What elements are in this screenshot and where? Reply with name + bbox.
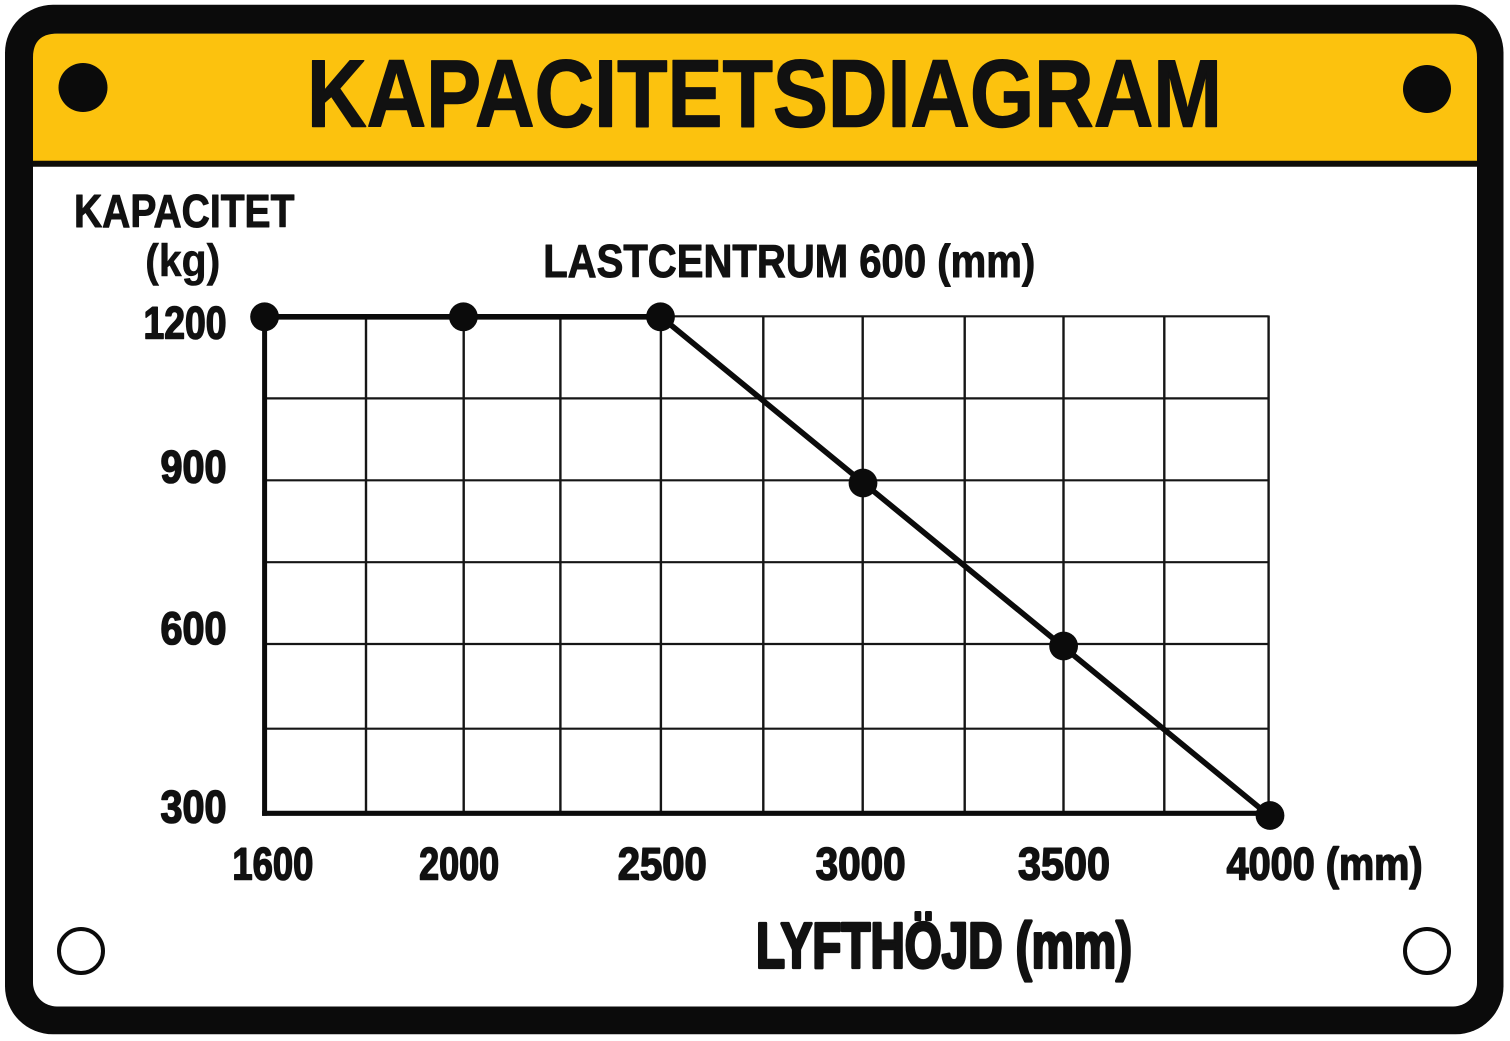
svg-text:KAPACITET: KAPACITET bbox=[74, 185, 295, 237]
svg-text:KAPACITETSDIAGRAM: KAPACITETSDIAGRAM bbox=[307, 41, 1222, 148]
svg-text:2000: 2000 bbox=[419, 839, 499, 890]
svg-text:300: 300 bbox=[161, 781, 227, 832]
svg-text:LYFTHÖJD (mm): LYFTHÖJD (mm) bbox=[756, 910, 1132, 982]
svg-text:900: 900 bbox=[161, 441, 227, 492]
svg-text:600: 600 bbox=[161, 603, 227, 654]
svg-text:3000: 3000 bbox=[816, 839, 906, 890]
svg-text:1600: 1600 bbox=[232, 839, 313, 890]
svg-text:3500: 3500 bbox=[1018, 839, 1110, 890]
svg-text:4000 (mm): 4000 (mm) bbox=[1227, 839, 1423, 890]
svg-text:2500: 2500 bbox=[618, 839, 707, 890]
svg-text:1200: 1200 bbox=[144, 297, 227, 348]
svg-text:(kg): (kg) bbox=[145, 235, 220, 286]
svg-text:LASTCENTRUM 600 (mm): LASTCENTRUM 600 (mm) bbox=[543, 235, 1035, 287]
